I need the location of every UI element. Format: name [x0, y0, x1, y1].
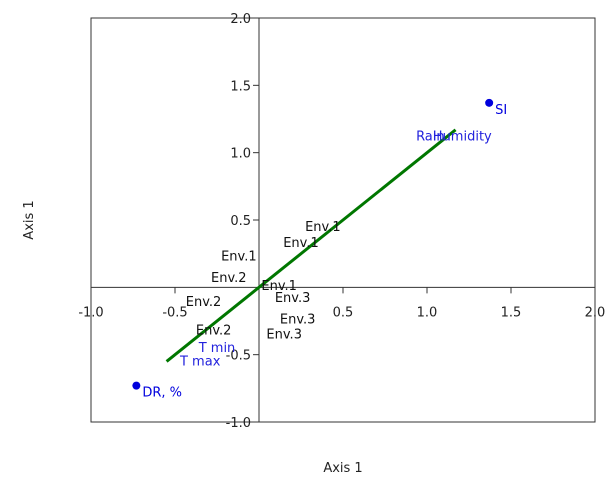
variable-label: T min	[198, 341, 236, 356]
environment-label: Env.2	[211, 271, 247, 286]
fitted-line	[165, 128, 457, 363]
ticks-layer: -1.0 -0.5 0.5 1.0 1.5 2.0 -1.0 -0.5 0.5 1.0 1.5 2.0	[78, 12, 605, 431]
point-layer: SI DR, %	[132, 98, 507, 401]
environment-label: Env.3	[275, 291, 311, 306]
y-tick-label: 1.5	[230, 79, 251, 94]
y-tick-label: -0.5	[226, 349, 251, 364]
y-tick-label: -1.0	[226, 416, 251, 431]
environment-label: Env.2	[186, 295, 222, 310]
x-tick-label: -1.0	[78, 305, 103, 320]
y-axis-title: Axis 1	[22, 200, 37, 239]
x-tick-label: -0.5	[162, 305, 187, 320]
plot-frame	[90, 17, 596, 423]
y-tick-label: 0.5	[230, 214, 251, 229]
data-point-label: DR, %	[142, 386, 182, 401]
data-point	[485, 98, 494, 107]
fitted-line-layer	[165, 128, 457, 363]
environment-label: Env.3	[280, 313, 316, 328]
y-tick-label: 2.0	[230, 12, 251, 27]
environment-label: Env.2	[196, 323, 232, 338]
data-point	[132, 381, 141, 390]
environment-label: Env.1	[221, 249, 257, 264]
environment-label: Env.3	[266, 328, 302, 343]
environment-label: Env.1	[283, 236, 319, 251]
y-tick-label: 1.0	[230, 147, 251, 162]
x-tick-label: 1.5	[501, 305, 522, 320]
x-axis-title: Axis 1	[323, 461, 362, 476]
x-tick-label: 0.5	[333, 305, 354, 320]
variable-label: T max	[179, 354, 221, 369]
variable-label: Humidity	[433, 130, 492, 145]
variable-label: Rain	[416, 130, 445, 145]
environment-label: Env.1	[261, 279, 297, 294]
data-point-label: SI	[495, 103, 507, 118]
x-tick-label: 2.0	[585, 305, 606, 320]
x-tick-label: 1.0	[417, 305, 438, 320]
environment-label: Env.1	[305, 220, 341, 235]
